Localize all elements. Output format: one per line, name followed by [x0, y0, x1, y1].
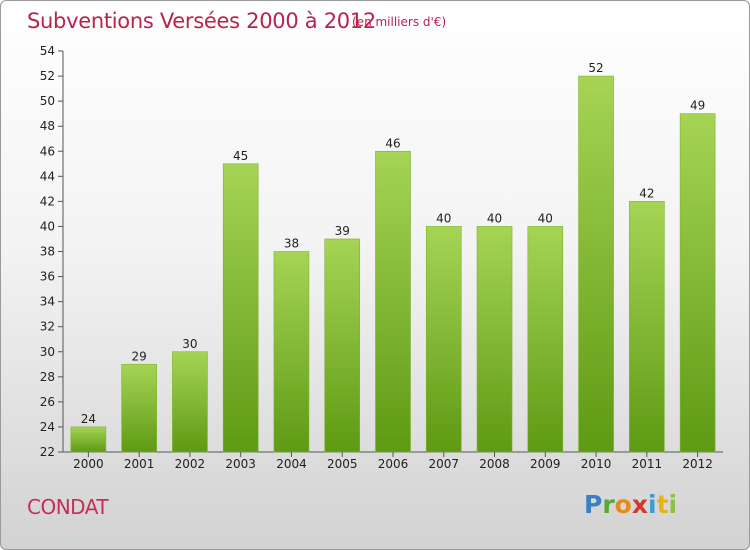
bar: [375, 150, 411, 453]
y-tick-label: 50: [40, 94, 55, 108]
bar: [121, 363, 157, 453]
bar-value-label: 40: [487, 211, 502, 225]
y-tick-label: 44: [40, 169, 55, 183]
x-tick-label: 2003: [225, 457, 256, 471]
bar: [679, 113, 716, 453]
y-tick-label: 54: [40, 44, 55, 58]
x-tick-label: 2009: [530, 457, 561, 471]
bar: [527, 226, 564, 453]
x-tick-label: 2011: [632, 457, 663, 471]
y-tick-label: 48: [40, 119, 55, 133]
bar-value-label: 52: [588, 61, 603, 75]
y-tick-label: 40: [40, 219, 55, 233]
x-tick-label: 2000: [73, 457, 104, 471]
y-tick-label: 34: [40, 295, 55, 309]
bar: [172, 351, 208, 453]
x-tick-label: 2005: [327, 457, 358, 471]
bar-value-label: 45: [233, 149, 248, 163]
y-tick-label: 36: [40, 270, 55, 284]
bar-value-label: 30: [182, 337, 197, 351]
x-tick-label: 2002: [175, 457, 206, 471]
bar-value-label: 38: [284, 237, 299, 251]
y-tick-label: 42: [40, 194, 55, 208]
bar: [324, 238, 361, 453]
bar-value-label: 40: [538, 211, 553, 225]
bar: [476, 226, 513, 453]
bar-value-label: 49: [690, 99, 705, 113]
bar: [273, 251, 310, 453]
bar: [222, 163, 259, 453]
y-tick-label: 28: [40, 370, 55, 384]
bar: [578, 75, 614, 453]
x-tick-label: 2008: [479, 457, 510, 471]
x-tick-label: 2012: [682, 457, 713, 471]
y-tick-label: 22: [40, 445, 55, 459]
y-tick-label: 26: [40, 395, 55, 409]
y-tick-label: 32: [40, 320, 55, 334]
proxiti-logo[interactable]: Proxiti: [584, 490, 678, 519]
y-tick-label: 24: [40, 420, 55, 434]
bar-value-label: 42: [639, 186, 654, 200]
x-tick-label: 2006: [378, 457, 409, 471]
x-tick-label: 2004: [276, 457, 307, 471]
bar-value-label: 39: [335, 224, 350, 238]
bar: [425, 226, 462, 453]
chart-subtitle: (en milliers d'€): [352, 15, 447, 29]
bar-value-label: 40: [436, 211, 451, 225]
bar: [70, 426, 107, 453]
bar-value-label: 29: [132, 349, 147, 363]
y-tick-label: 38: [40, 245, 55, 259]
y-tick-label: 30: [40, 345, 55, 359]
y-tick-label: 46: [40, 144, 55, 158]
x-tick-label: 2001: [124, 457, 155, 471]
y-tick-label: 52: [40, 69, 55, 83]
chart-title: Subventions Versées 2000 à 2012: [27, 9, 376, 33]
bar: [629, 201, 665, 453]
x-tick-label: 2007: [428, 457, 459, 471]
bar-value-label: 46: [385, 136, 400, 150]
x-tick-label: 2010: [581, 457, 612, 471]
town-name: CONDAT: [27, 495, 109, 519]
bar-value-label: 24: [81, 412, 96, 426]
